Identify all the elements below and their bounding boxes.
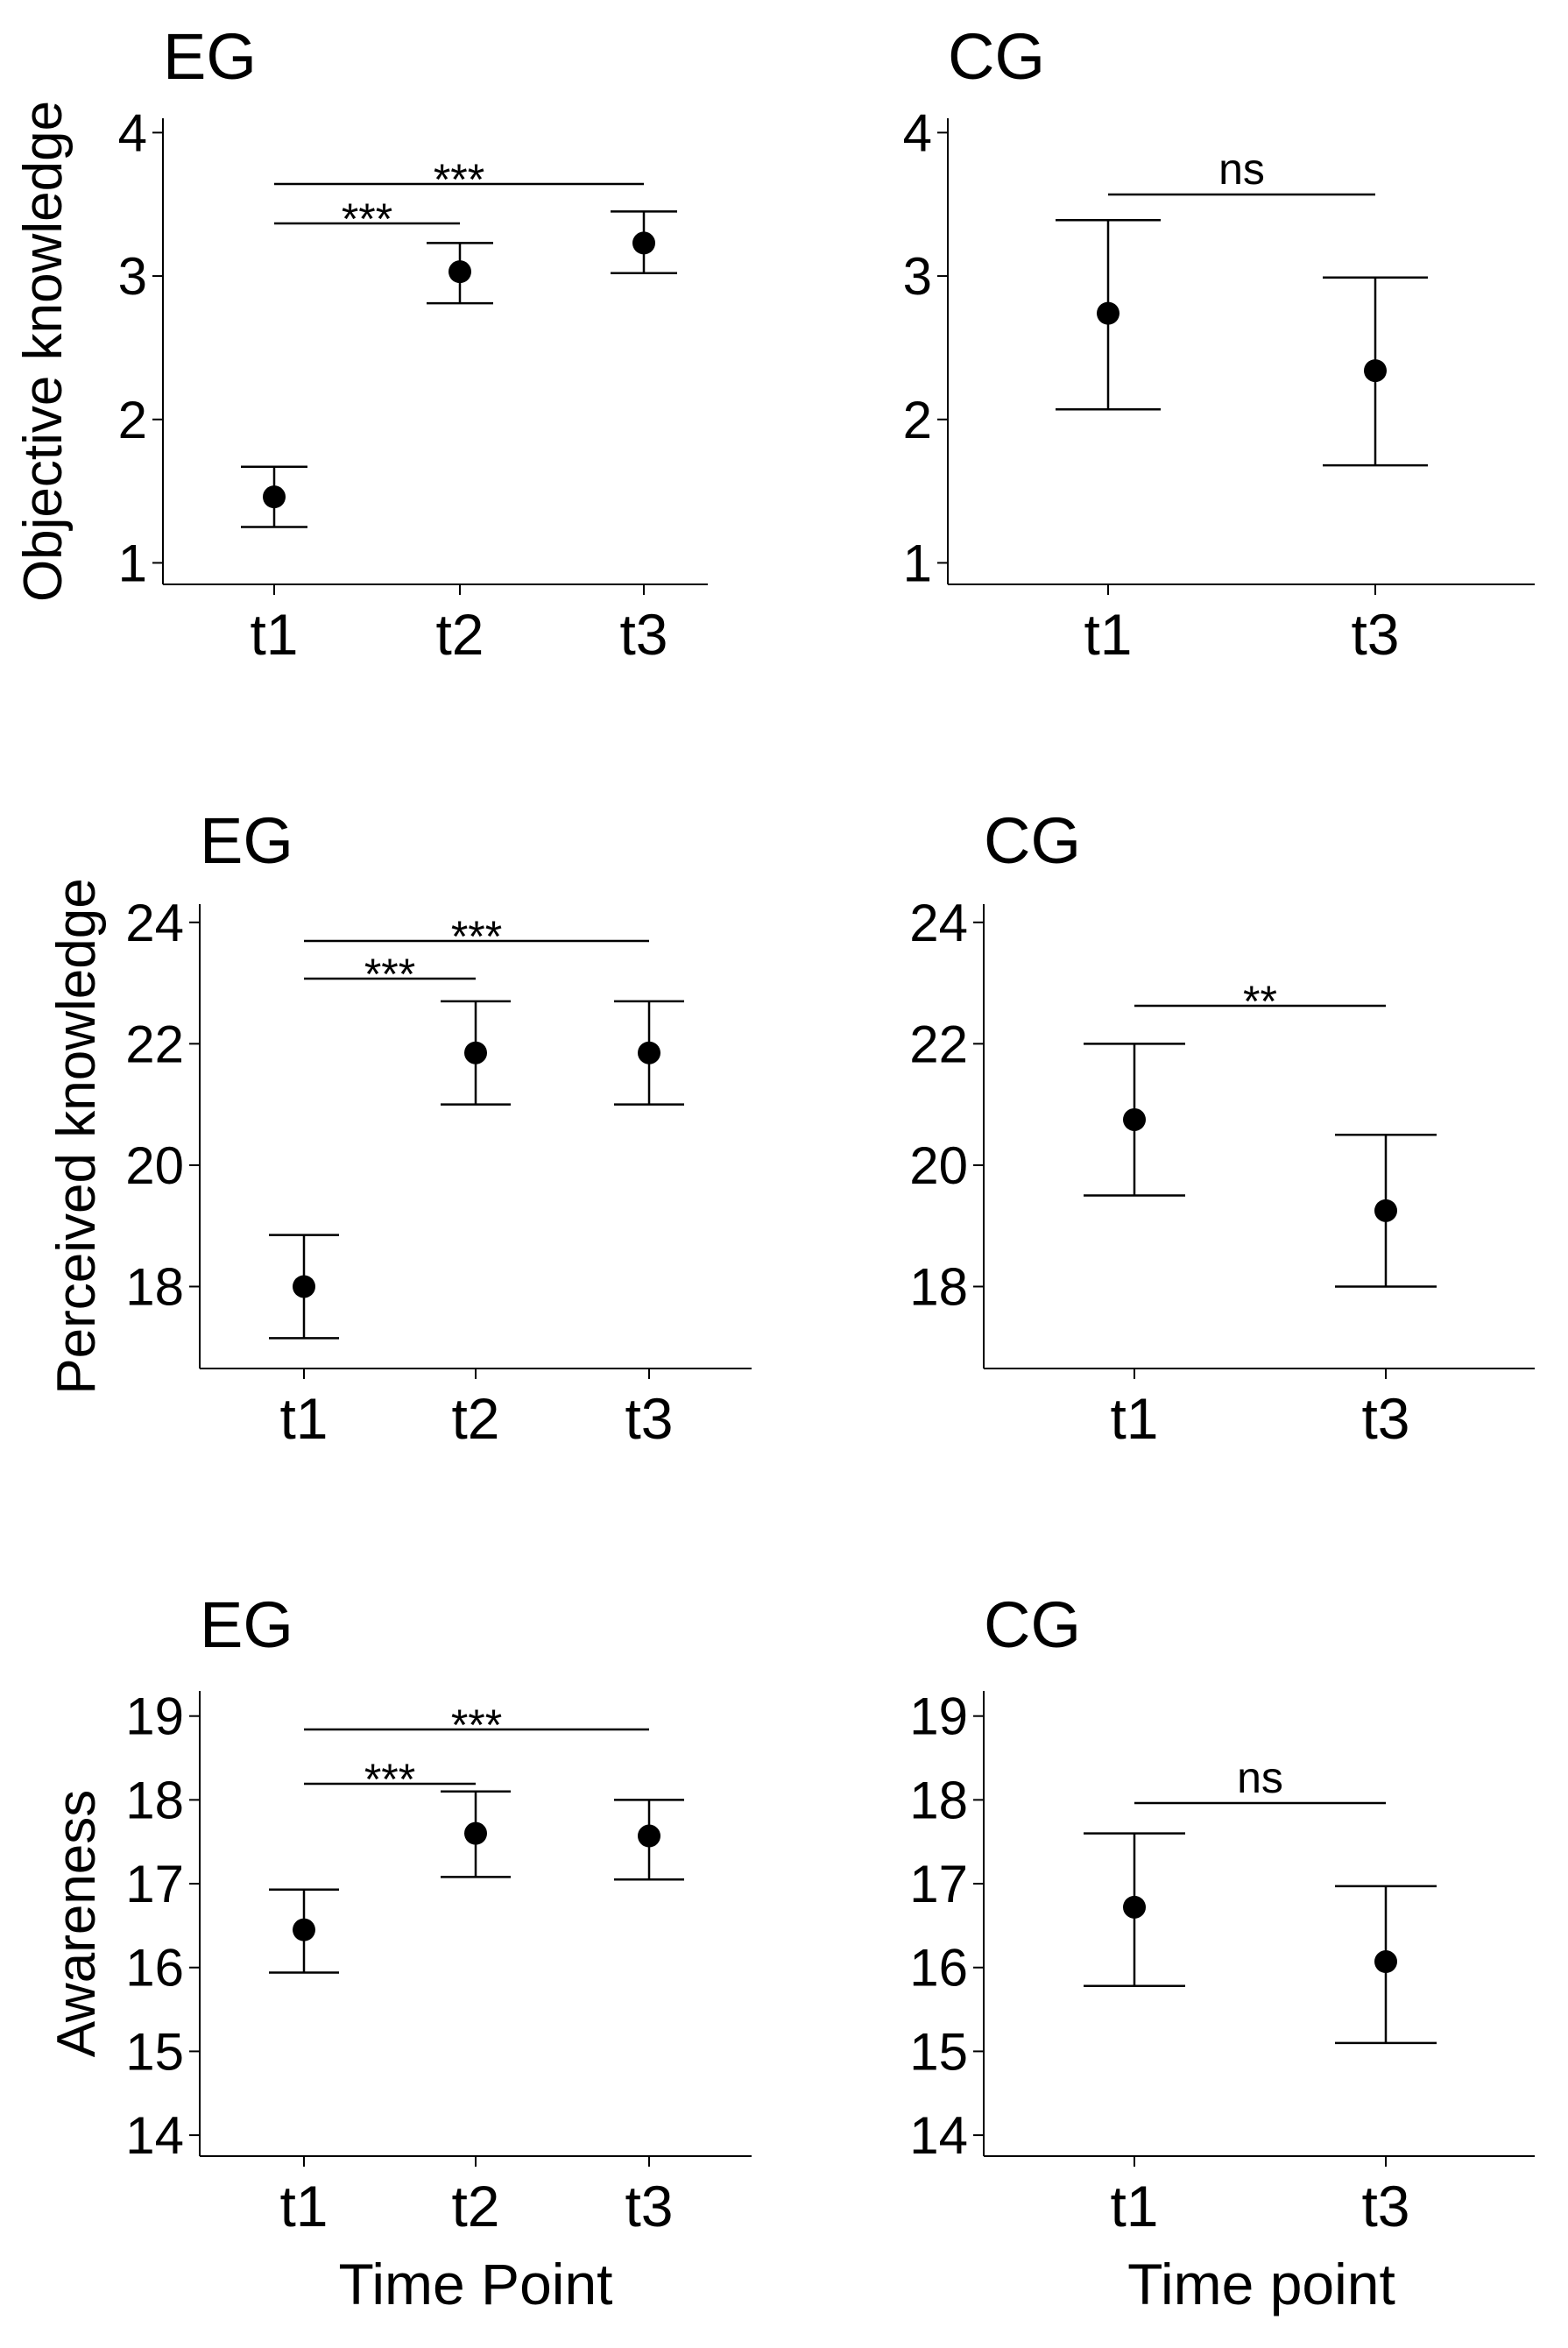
significance-label: *** — [364, 950, 415, 999]
y-tick-label: 18 — [909, 1257, 968, 1316]
x-tick-label: t2 — [451, 1386, 499, 1451]
data-point-t3 — [638, 1041, 660, 1064]
x-tick-label: t1 — [279, 1386, 328, 1451]
panel-6: CG 14 15 16 17 18 19 t1 t3 Time point ns — [909, 1588, 1535, 2316]
y-tick-label: 15 — [125, 2022, 184, 2081]
data-point-t1 — [293, 1275, 315, 1298]
significance-label: *** — [451, 912, 502, 961]
panel-5: EG 14 15 16 17 18 19 t1 t2 t3 Awareness Time Point *… — [46, 1588, 752, 2316]
significance-label: ** — [1243, 977, 1277, 1026]
data-point-t3 — [1374, 1950, 1397, 1974]
panel-4: CG 18 20 22 24 t1 t3 ** — [909, 804, 1535, 1451]
x-tick-label: t3 — [619, 602, 667, 667]
x-tick-label: t3 — [1351, 602, 1399, 667]
panel-title: EG — [200, 1588, 293, 1661]
y-tick-label: 18 — [909, 1771, 968, 1829]
y-tick-label: 17 — [909, 1855, 968, 1913]
y-tick-label: 20 — [125, 1136, 184, 1195]
x-tick-label: t3 — [625, 2174, 673, 2238]
significance-label: *** — [364, 1755, 415, 1804]
data-point-t2 — [464, 1821, 487, 1845]
y-tick-label: 22 — [125, 1015, 184, 1073]
data-point-t1 — [263, 485, 286, 509]
y-tick-label: 19 — [909, 1687, 968, 1746]
x-axis-title: Time point — [1127, 2252, 1395, 2316]
y-axis-title: Perceived knowledge — [46, 878, 107, 1394]
y-axis-title: Awareness — [46, 1790, 107, 2058]
data-point-t2 — [449, 260, 471, 284]
y-tick-label: 1 — [903, 534, 932, 592]
y-tick-label: 16 — [125, 1939, 184, 1998]
y-tick-label: 4 — [118, 103, 147, 162]
panel-title: CG — [984, 804, 1081, 877]
significance-label: *** — [434, 155, 484, 204]
y-tick-label: 16 — [909, 1939, 968, 1998]
data-point-t1 — [1123, 1895, 1146, 1919]
x-tick-label: t3 — [625, 1386, 673, 1451]
y-tick-label: 18 — [125, 1771, 184, 1829]
y-tick-label: 3 — [118, 247, 147, 306]
x-tick-label: t1 — [279, 2174, 328, 2238]
panel-1: EG 1 2 3 4 t1 t2 t3 Objective knowledge *** *** — [13, 20, 708, 667]
x-tick-label: t3 — [1361, 1386, 1409, 1451]
significance-label: *** — [451, 1701, 502, 1750]
panel-title: CG — [948, 20, 1045, 93]
y-tick-label: 20 — [909, 1136, 968, 1195]
x-tick-label: t2 — [451, 2174, 499, 2238]
y-tick-label: 2 — [903, 391, 932, 449]
x-tick-label: t1 — [1110, 1386, 1158, 1451]
data-point-t1 — [1097, 301, 1119, 325]
panel-title: CG — [984, 1588, 1081, 1661]
x-axis-title: Time Point — [339, 2252, 613, 2316]
data-point-t3 — [1374, 1199, 1397, 1222]
x-tick-label: t3 — [1361, 2174, 1409, 2238]
y-tick-label: 3 — [903, 247, 932, 306]
y-tick-label: 24 — [909, 894, 968, 952]
significance-label: *** — [342, 194, 392, 244]
x-tick-label: t1 — [1110, 2174, 1158, 2238]
data-point-t1 — [293, 1918, 315, 1941]
y-tick-label: 14 — [909, 2106, 968, 2165]
y-tick-label: 22 — [909, 1015, 968, 1073]
data-point-t3 — [632, 231, 655, 255]
x-tick-label: t1 — [250, 602, 298, 667]
data-point-t1 — [1123, 1107, 1146, 1131]
y-tick-label: 1 — [118, 534, 147, 592]
y-tick-label: 17 — [125, 1855, 184, 1913]
y-tick-label: 14 — [125, 2106, 184, 2165]
y-tick-label: 2 — [118, 391, 147, 449]
x-tick-label: t1 — [1084, 602, 1132, 667]
y-tick-label: 15 — [909, 2022, 968, 2081]
significance-label: ns — [1218, 145, 1265, 194]
data-point-t3 — [1364, 359, 1387, 383]
x-tick-label: t2 — [435, 602, 484, 667]
panel-3: EG 18 20 22 24 t1 t2 t3 Perceived knowledge *** **… — [46, 804, 752, 1451]
panel-title: EG — [200, 804, 293, 877]
y-axis-title: Objective knowledge — [13, 101, 74, 602]
data-point-t3 — [638, 1824, 660, 1848]
y-tick-label: 24 — [125, 894, 184, 952]
significance-label: ns — [1237, 1753, 1283, 1802]
y-tick-label: 4 — [903, 103, 932, 162]
y-tick-label: 18 — [125, 1257, 184, 1316]
panel-title: EG — [163, 20, 257, 93]
panel-2: CG 1 2 3 4 t1 t3 ns — [903, 20, 1535, 667]
data-point-t2 — [464, 1041, 487, 1064]
y-tick-label: 19 — [125, 1687, 184, 1746]
